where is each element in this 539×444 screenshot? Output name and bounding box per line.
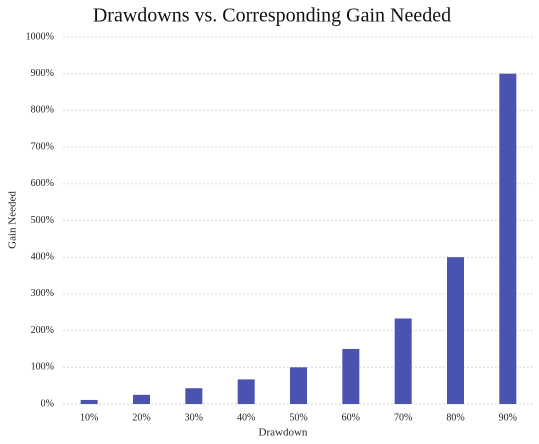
x-tick-label: 20% [132,412,150,423]
y-tick-label: 200% [31,325,54,336]
chart-title: Drawdowns vs. Corresponding Gain Needed [93,5,451,27]
y-tick-label: 800% [31,105,54,116]
bar [447,257,464,404]
x-axis-label: Drawdown [259,427,308,439]
x-tick-label: 30% [185,412,203,423]
y-tick-label: 600% [31,178,54,189]
bar [394,318,412,404]
bar [237,379,255,404]
bar [133,394,150,404]
x-tick-label: 40% [237,412,255,423]
y-tick-label: 900% [31,68,54,79]
y-tick-label: 500% [31,215,54,226]
x-tick-label: 70% [394,412,412,423]
y-tick-label: 300% [31,288,54,299]
bar [185,388,203,404]
y-tick-label: 1000% [26,31,54,42]
x-tick-label: 10% [80,412,98,423]
y-tick-label: 400% [31,251,54,262]
x-tick-label: 90% [499,412,517,423]
y-axis-label: Gain Needed [7,191,19,249]
x-tick-label: 60% [342,412,360,423]
bar [80,399,98,404]
y-tick-label: 700% [31,141,54,152]
x-tick-label: 50% [289,412,307,423]
x-tick-label: 80% [446,412,464,423]
bar [342,348,360,404]
bar [290,367,307,404]
bar [499,73,517,404]
y-tick-label: 100% [31,362,54,373]
y-tick-label: 0% [41,398,54,409]
